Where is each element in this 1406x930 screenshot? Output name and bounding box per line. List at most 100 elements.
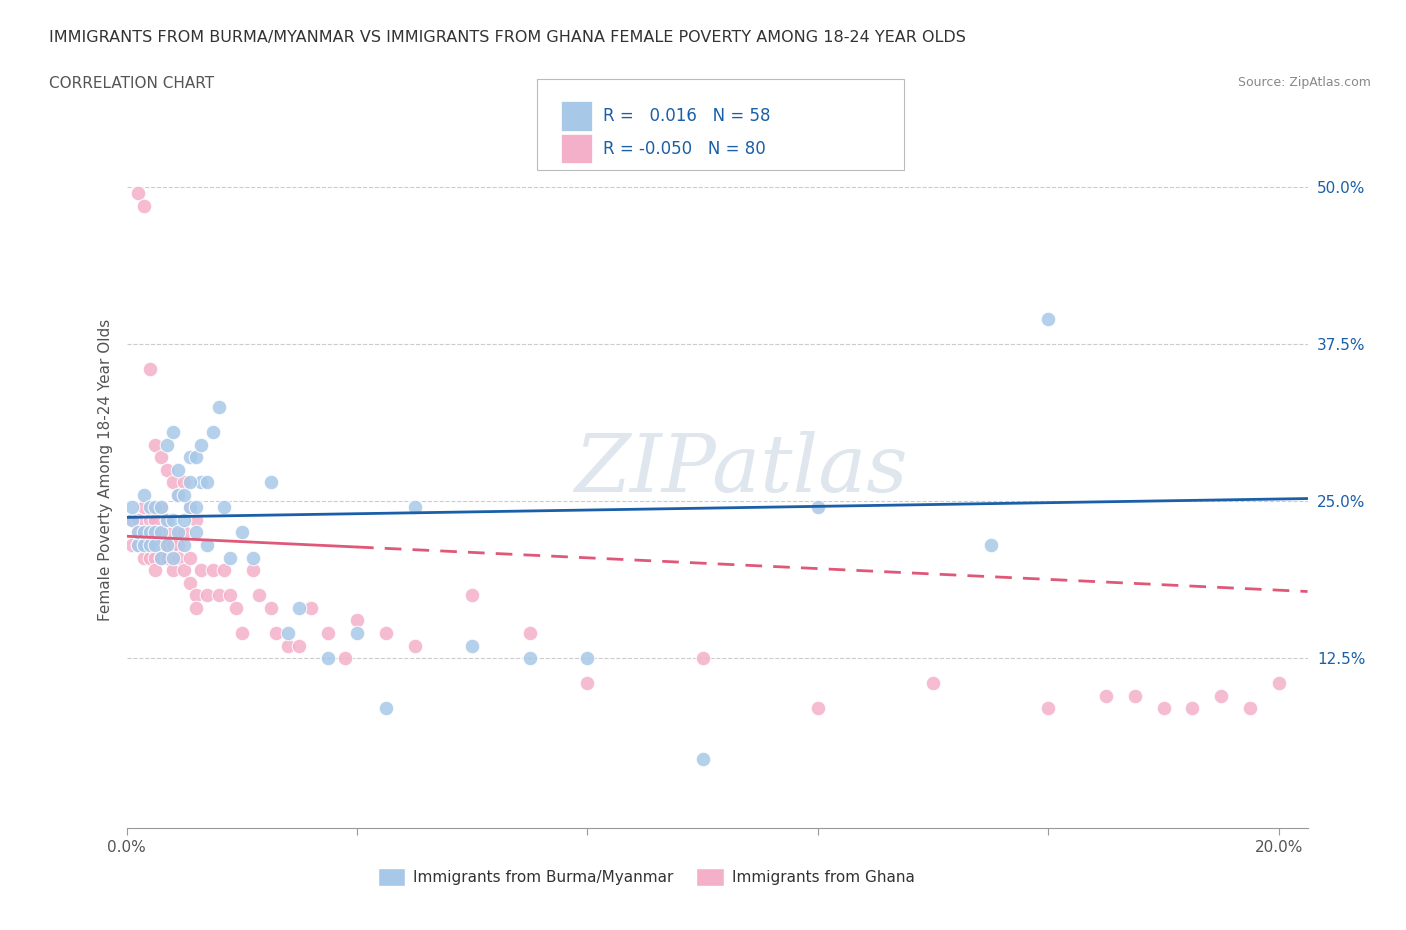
Point [219,588,242,603]
Point [692,751,714,766]
Point [184,500,207,515]
Point [173,512,195,527]
Point [150,500,173,515]
Point [156,538,179,552]
Point [143,525,166,540]
Point [143,437,166,452]
Point [247,588,270,603]
Point [156,551,179,565]
Point [127,538,149,552]
Point [127,186,149,201]
Point [374,626,396,641]
Point [1181,701,1204,716]
Point [173,525,195,540]
Point [121,538,143,552]
Point [1095,688,1118,703]
Point [167,487,190,502]
Point [127,538,149,552]
Point [288,601,311,616]
Point [150,525,173,540]
Point [127,525,149,540]
Point [132,525,155,540]
Point [1211,688,1233,703]
Point [162,525,184,540]
Text: Source: ZipAtlas.com: Source: ZipAtlas.com [1237,76,1371,89]
Point [242,563,264,578]
Point [127,525,149,540]
Point [346,626,368,641]
Point [807,500,830,515]
Point [162,538,184,552]
Legend: Immigrants from Burma/Myanmar, Immigrants from Ghana: Immigrants from Burma/Myanmar, Immigrant… [371,862,921,892]
Point [167,487,190,502]
Point [173,538,195,552]
Point [277,626,299,641]
Point [132,538,155,552]
Point [150,500,173,515]
Point [195,538,218,552]
Point [277,638,299,653]
Point [150,525,173,540]
Point [190,437,212,452]
Point [288,638,311,653]
Point [242,551,264,565]
Point [162,424,184,439]
Point [201,563,224,578]
Point [1123,688,1146,703]
Point [143,563,166,578]
Point [150,551,173,565]
Point [138,525,160,540]
Point [173,475,195,490]
Point [167,551,190,565]
Point [162,475,184,490]
Point [231,626,253,641]
Point [225,601,247,616]
Point [1268,676,1291,691]
Point [162,551,184,565]
Point [404,500,426,515]
Point [173,487,195,502]
Point [299,601,322,616]
Point [143,500,166,515]
Point [132,525,155,540]
Point [214,500,236,515]
Point [980,538,1002,552]
Point [214,563,236,578]
Point [179,576,201,591]
Point [138,525,160,540]
Point [156,512,179,527]
Point [1153,701,1175,716]
Point [316,651,339,666]
Point [121,500,143,515]
Point [132,487,155,502]
Text: R = -0.050   N = 80: R = -0.050 N = 80 [603,140,766,157]
Point [156,462,179,477]
Point [162,563,184,578]
Point [138,551,160,565]
Point [461,588,484,603]
Point [150,538,173,552]
Point [132,500,155,515]
Point [150,551,173,565]
Point [259,601,281,616]
Point [138,500,160,515]
Point [1038,312,1060,326]
Point [179,500,201,515]
Point [143,551,166,565]
Point [179,449,201,464]
Point [127,512,149,527]
Point [143,525,166,540]
Point [195,588,218,603]
Point [266,626,288,641]
Text: CORRELATION CHART: CORRELATION CHART [49,76,214,91]
Point [156,512,179,527]
Point [138,512,160,527]
Point [184,512,207,527]
Point [138,362,160,377]
Text: IMMIGRANTS FROM BURMA/MYANMAR VS IMMIGRANTS FROM GHANA FEMALE POVERTY AMONG 18-2: IMMIGRANTS FROM BURMA/MYANMAR VS IMMIGRA… [49,30,966,45]
Point [167,525,190,540]
Point [173,563,195,578]
Point [692,651,714,666]
Point [162,512,184,527]
Point [184,588,207,603]
